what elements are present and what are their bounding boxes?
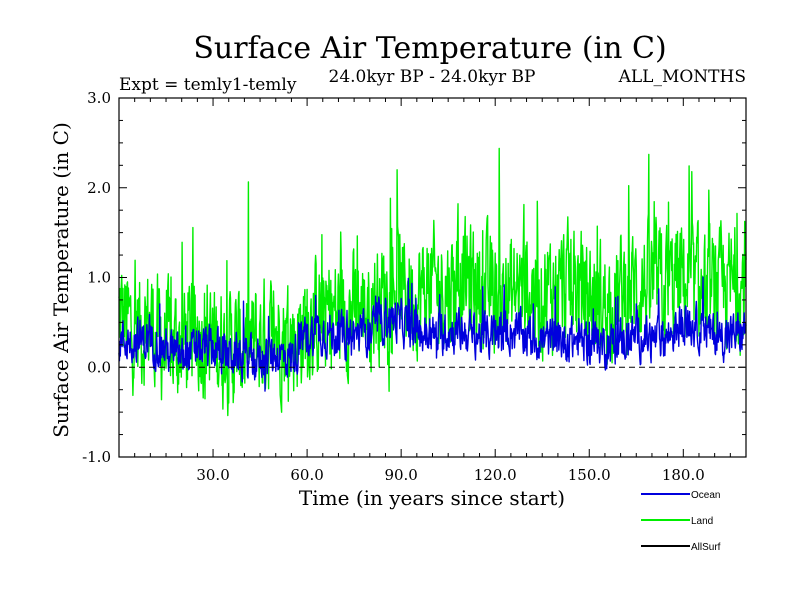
- x-tick-label: 60.0: [290, 466, 323, 484]
- chart-title: Surface Air Temperature (in C): [193, 31, 666, 66]
- x-tick-label: 90.0: [384, 466, 417, 484]
- x-tick-label: 150.0: [568, 466, 611, 484]
- chart-subtitle-left: Expt = temly1-temly: [119, 75, 297, 95]
- legend-label-land: Land: [691, 516, 713, 527]
- x-tick-label: 120.0: [474, 466, 517, 484]
- x-tick-label: 180.0: [662, 466, 705, 484]
- y-axis-label: Surface Air Temperature (in C): [49, 122, 73, 438]
- series-line-ocean: [118, 276, 747, 392]
- series-line-land: [118, 147, 747, 417]
- legend-label-allsurf: AllSurf: [691, 542, 721, 553]
- legend: Ocean Land AllSurf: [641, 490, 721, 553]
- y-tick-label: 1.0: [87, 269, 111, 287]
- x-axis-ticks: 30.0 60.0 90.0 120.0 150.0 180.0: [134, 98, 731, 484]
- y-axis-ticks: -1.0 0.0 1.0 2.0 3.0: [82, 89, 746, 466]
- y-tick-label: 3.0: [87, 89, 111, 107]
- y-tick-label: -1.0: [82, 448, 111, 466]
- y-tick-label: 0.0: [87, 358, 111, 376]
- x-axis-label: Time (in years since start): [299, 486, 565, 510]
- chart-subtitle-right: ALL_MONTHS: [618, 67, 746, 87]
- x-tick-label: 30.0: [196, 466, 229, 484]
- legend-label-ocean: Ocean: [691, 490, 720, 501]
- y-tick-label: 2.0: [87, 179, 111, 197]
- series-layer: [118, 147, 747, 417]
- chart-subtitle-center: 24.0kyr BP - 24.0kyr BP: [329, 67, 536, 87]
- plot-area: 30.0 60.0 90.0 120.0 150.0 180.0 -1.0 0.0 1.0 2.…: [82, 89, 747, 484]
